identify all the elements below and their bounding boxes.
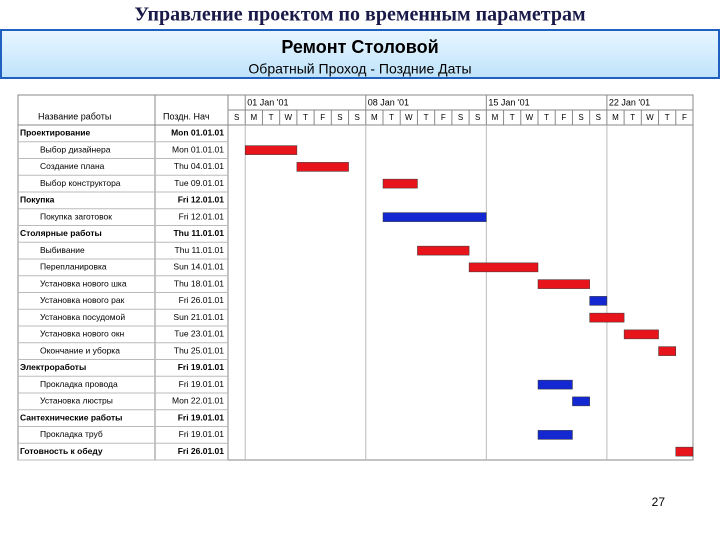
week-label: 08 Jan '01	[368, 97, 409, 107]
day-label: W	[405, 113, 413, 122]
task-name: Установка нового рак	[40, 295, 125, 305]
task-bar	[623, 329, 659, 340]
task-start: Fri 19.01.01	[179, 379, 225, 389]
task-bar	[417, 245, 470, 256]
task-start: Tue 23.01.01	[174, 329, 224, 339]
task-start: Fri 19.01.01	[178, 412, 225, 422]
title-box	[0, 29, 720, 79]
task-bar	[296, 162, 349, 172]
task-name: Создание плана	[40, 161, 105, 171]
day-label: S	[596, 113, 601, 122]
task-bar	[572, 396, 590, 407]
task-bar	[244, 145, 298, 155]
task-name: Установка нового окн	[40, 329, 125, 339]
task-bar	[468, 262, 539, 273]
task-bar	[537, 430, 573, 440]
task-start: Fri 12.01.01	[179, 211, 225, 221]
task-start: Sun 21.01.01	[173, 312, 224, 322]
week-label: 01 Jan '01	[247, 97, 288, 107]
task-name: Выбор дизайнера	[40, 144, 111, 154]
task-start: Tue 09.01.01	[174, 178, 224, 188]
task-bar	[589, 296, 608, 306]
task-bar	[382, 178, 418, 189]
day-label: W	[284, 113, 292, 122]
task-name: Покупка заготовок	[40, 211, 112, 221]
task-start: Fri 26.01.01	[179, 295, 225, 305]
day-label: W	[526, 113, 534, 122]
task-bar	[537, 279, 590, 289]
task-name: Готовность к обеду	[20, 446, 103, 456]
day-label: F	[682, 113, 687, 122]
task-start: Mon 01.01.01	[171, 128, 224, 138]
day-label: M	[371, 113, 378, 122]
project-title: Ремонт Столовой	[281, 37, 438, 57]
day-label: T	[303, 113, 308, 122]
day-label: S	[337, 113, 342, 122]
project-subtitle: Обратный Проход - Поздние Даты	[248, 61, 471, 77]
task-start: Mon 22.01.01	[172, 396, 224, 406]
task-name: Окончание и уборка	[40, 345, 120, 355]
task-start: Thu 04.01.01	[174, 161, 224, 171]
day-label: S	[458, 113, 463, 122]
task-name: Прокладка труб	[40, 429, 103, 439]
week-label: 22 Jan '01	[609, 97, 650, 107]
day-label: T	[510, 113, 515, 122]
day-label: F	[561, 113, 566, 122]
day-label: W	[646, 113, 654, 122]
task-name: Установка люстры	[40, 396, 113, 406]
task-name: Установка нового шка	[40, 278, 127, 288]
task-start: Fri 19.01.01	[179, 429, 225, 439]
task-bar	[537, 379, 573, 390]
task-name: Выбивание	[40, 245, 85, 255]
day-label: S	[354, 113, 359, 122]
day-label: S	[234, 113, 239, 122]
day-label: F	[441, 113, 446, 122]
task-start: Thu 18.01.01	[174, 278, 224, 288]
task-bar	[675, 446, 694, 457]
slide-title: Управление проектом по временным парамет…	[134, 4, 585, 26]
task-name: Покупка	[20, 195, 55, 205]
task-start: Fri 26.01.01	[178, 446, 225, 456]
day-label: S	[475, 113, 480, 122]
day-label: M	[492, 113, 499, 122]
gantt: Название работы Поздн. Нач 01 Jan '01 08 Ja…	[17, 94, 694, 461]
task-name: Установка посудомой	[40, 312, 125, 322]
task-name: Перепланировка	[40, 262, 107, 272]
task-start: Thu 11.01.01	[173, 228, 224, 238]
task-start: Fri 12.01.01	[178, 195, 225, 205]
task-start: Thu 11.01.01	[175, 245, 225, 255]
day-label: T	[630, 113, 635, 122]
task-start: Mon 01.01.01	[172, 144, 224, 154]
day-label: T	[424, 113, 429, 122]
task-start: Thu 25.01.01	[174, 345, 224, 355]
task-name: Электроработы	[20, 362, 86, 372]
task-name: Прокладка провода	[40, 379, 118, 389]
day-label: T	[544, 113, 549, 122]
day-label: T	[269, 113, 274, 122]
task-start: Sun 14.01.01	[173, 262, 224, 272]
day-label: M	[612, 113, 619, 122]
week-label: 15 Jan '01	[488, 97, 529, 107]
task-bar	[589, 312, 625, 323]
task-bar	[658, 346, 677, 356]
column-header: Поздн. Нач	[163, 111, 210, 121]
day-label: T	[389, 113, 394, 122]
task-name: Сантехнические работы	[20, 412, 122, 422]
task-start: Fri 19.01.01	[178, 362, 225, 372]
day-label: F	[320, 113, 325, 122]
column-header: Название работы	[38, 111, 111, 121]
task-name: Проектирование	[20, 128, 90, 138]
task-name: Выбор конструктора	[40, 178, 121, 188]
day-label: M	[250, 113, 257, 122]
page-number: 27	[652, 495, 666, 509]
day-label: T	[665, 113, 670, 122]
day-label: S	[578, 113, 583, 122]
task-bar	[382, 212, 487, 222]
task-name: Столярные работы	[20, 228, 102, 238]
